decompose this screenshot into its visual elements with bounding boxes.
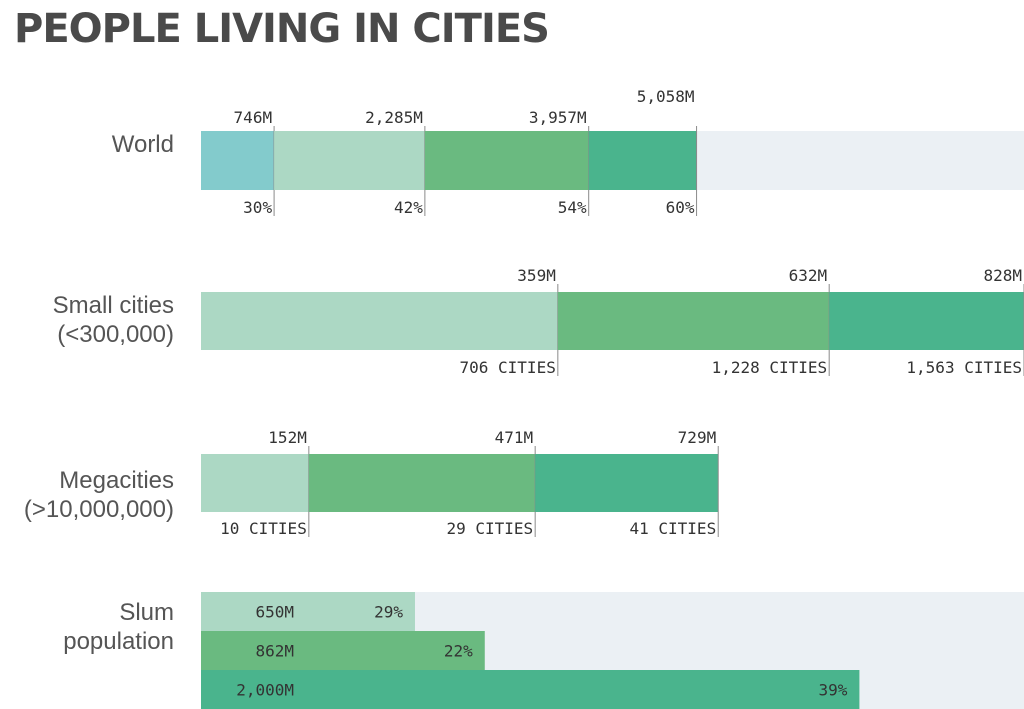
small-cities-label-line: (<300,000) bbox=[57, 321, 174, 348]
world-value-label: 5,058M bbox=[637, 87, 695, 106]
slum-population-bar bbox=[201, 631, 485, 670]
slum-population-label: Slum population bbox=[63, 599, 174, 655]
world-segment bbox=[424, 131, 589, 190]
small-cities-value-label: 359M bbox=[517, 266, 556, 285]
world-group: World 746M 30% 2,285M 42% 3,957M 54% 5,058M 60% bbox=[112, 87, 1024, 217]
megacities-segment bbox=[308, 454, 536, 512]
megacities-value-label: 152M bbox=[268, 428, 307, 447]
world-segment bbox=[588, 131, 697, 190]
slum-population-label-line: population bbox=[63, 628, 174, 655]
slum-population-value-label: 862M bbox=[255, 642, 294, 661]
world-sub-label: 42% bbox=[394, 198, 423, 217]
megacities-segment bbox=[535, 454, 719, 512]
world-sub-label: 60% bbox=[666, 198, 695, 217]
small-cities-sub-label: 1,563 CITIES bbox=[906, 358, 1022, 377]
slum-population-group: Slum population 650M 29% 862M 22% 2,000M 39% bbox=[63, 592, 1024, 709]
megacities-value-label: 729M bbox=[678, 428, 717, 447]
small-cities-value-label: 828M bbox=[983, 266, 1022, 285]
world-label-line: World bbox=[112, 131, 174, 158]
small-cities-value-label: 632M bbox=[789, 266, 828, 285]
megacities-sub-label: 41 CITIES bbox=[630, 519, 717, 538]
small-cities-sub-label: 1,228 CITIES bbox=[712, 358, 828, 377]
slum-population-share-label: 22% bbox=[444, 642, 473, 661]
world-sub-label: 30% bbox=[243, 198, 272, 217]
slum-population-share-label: 29% bbox=[374, 603, 403, 622]
chart-title: PEOPLE LIVING IN CITIES bbox=[14, 6, 550, 52]
megacities-sub-label: 29 CITIES bbox=[446, 519, 533, 538]
world-sub-label: 54% bbox=[558, 198, 587, 217]
small-cities-label: Small cities (<300,000) bbox=[53, 292, 174, 348]
world-value-label: 746M bbox=[234, 108, 273, 127]
small-cities-segment bbox=[829, 292, 1024, 350]
world-segment bbox=[274, 131, 425, 190]
world-value-label: 3,957M bbox=[529, 108, 587, 127]
megacities-value-label: 471M bbox=[495, 428, 534, 447]
small-cities-label-line: Small cities bbox=[53, 292, 174, 319]
slum-population-label-line: Slum bbox=[119, 599, 174, 626]
small-cities-segment bbox=[557, 292, 830, 350]
small-cities-group: Small cities (<300,000) 359M 706 CITIES 632M… bbox=[53, 266, 1024, 377]
world-value-label: 2,285M bbox=[365, 108, 423, 127]
megacities-label: Megacities (>10,000,000) bbox=[24, 467, 174, 523]
slum-population-value-label: 2,000M bbox=[236, 681, 294, 700]
small-cities-sub-label: 706 CITIES bbox=[460, 358, 556, 377]
megacities-label-line: Megacities bbox=[59, 467, 174, 494]
world-segment bbox=[201, 131, 275, 190]
megacities-label-line: (>10,000,000) bbox=[24, 496, 174, 523]
small-cities-segment bbox=[201, 292, 558, 350]
slum-population-value-label: 650M bbox=[255, 603, 294, 622]
world-label: World bbox=[112, 131, 174, 158]
megacities-segment bbox=[201, 454, 309, 512]
megacities-sub-label: 10 CITIES bbox=[220, 519, 307, 538]
slum-population-share-label: 39% bbox=[818, 681, 847, 700]
slum-population-bar bbox=[201, 670, 860, 709]
slum-population-bar bbox=[201, 592, 415, 631]
megacities-group: Megacities (>10,000,000) 152M 10 CITIES 471M… bbox=[24, 428, 719, 538]
